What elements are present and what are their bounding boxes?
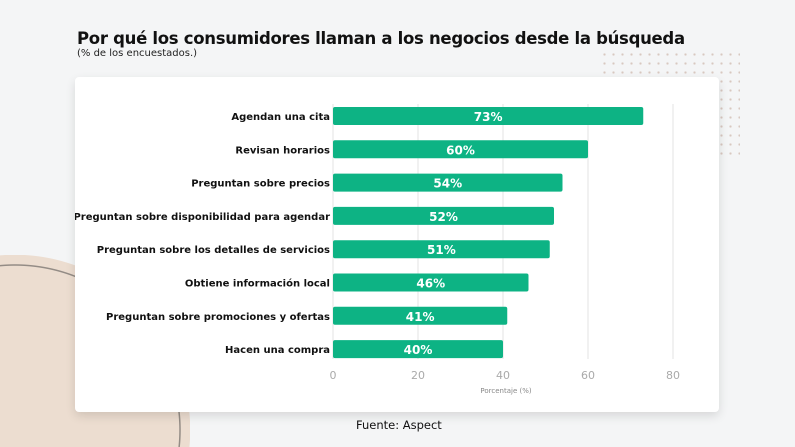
category-label: Preguntan sobre promociones y ofertas [106, 312, 330, 323]
x-tick-label: 60 [581, 369, 595, 382]
category-label: Preguntan sobre precios [191, 179, 330, 190]
data-label: 40% [404, 343, 433, 357]
data-label: 60% [446, 143, 475, 157]
data-label: 51% [427, 243, 456, 257]
x-tick-label: 80 [666, 369, 680, 382]
bar [333, 107, 644, 125]
x-tick-label: 40 [496, 369, 510, 382]
bar [333, 173, 563, 192]
chart-title: Por qué los consumidores llaman a los ne… [77, 29, 685, 48]
x-tick-label: 0 [330, 369, 337, 382]
data-label: 54% [433, 177, 462, 191]
x-axis-title: Porcentaje (%) [480, 387, 531, 395]
category-label: Agendan una cita [231, 112, 330, 123]
bar [333, 306, 508, 325]
bar-chart: 0 20 40 60 80 Agendan una cita 73% Revisan hora… [75, 104, 680, 395]
category-label: Preguntan sobre disponibilidad para agen… [75, 212, 330, 223]
data-label: 73% [474, 110, 503, 124]
bar [333, 273, 529, 292]
bar [333, 340, 503, 359]
data-label: 41% [406, 310, 435, 324]
source-note: Fuente: Aspect [356, 418, 442, 432]
x-tick-label: 20 [411, 369, 425, 382]
bar [333, 206, 554, 225]
category-label: Obtiene información local [185, 278, 330, 290]
category-label: Preguntan sobre los detalles de servicio… [97, 245, 330, 256]
category-label: Hacen una compra [225, 345, 330, 356]
data-label: 46% [416, 277, 445, 291]
data-label: 52% [429, 210, 458, 224]
bar [333, 240, 550, 259]
chart-subtitle: (% de los encuestados.) [77, 48, 198, 59]
chart-card: 0 20 40 60 80 Agendan una cita 73% Revisan hora… [75, 77, 719, 412]
category-label: Revisan horarios [235, 145, 330, 156]
bar [333, 140, 588, 159]
